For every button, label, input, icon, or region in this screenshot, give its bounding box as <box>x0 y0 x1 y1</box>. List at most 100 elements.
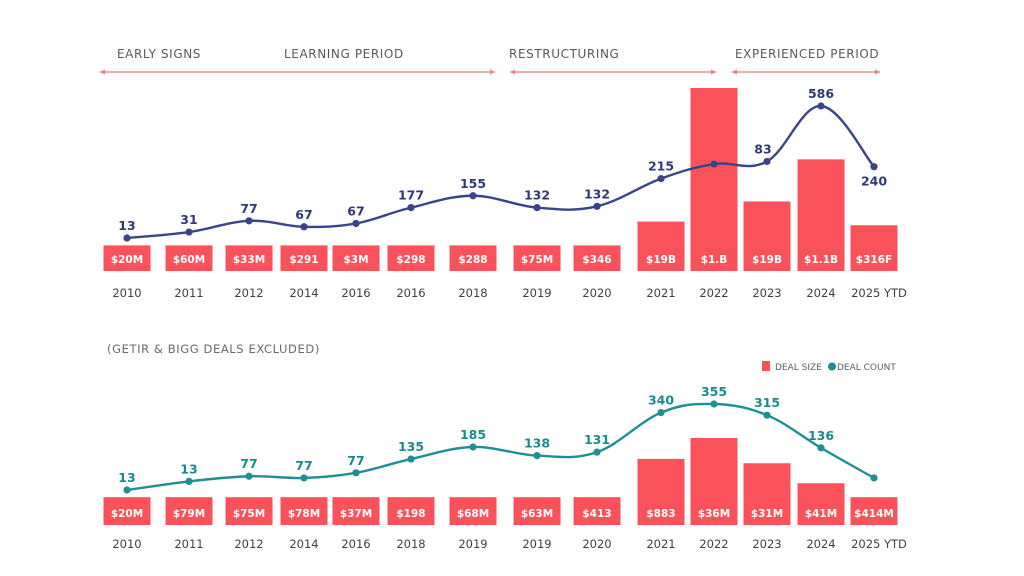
deal-size-bar <box>449 245 497 271</box>
deal-size-bar-group: $68M <box>449 497 497 525</box>
top-year-axis: 2010 2011 2012 2014 2016 2016 2018 2019 2020 2021… <box>112 286 907 300</box>
deal-size-bar <box>332 245 380 271</box>
deal-count-point <box>657 409 665 417</box>
deal-count-label: 131 <box>584 432 610 447</box>
year-tick-label: 2016 <box>341 286 370 300</box>
deal-size-bar-group: $78M <box>280 497 328 525</box>
deal-size-bar <box>743 201 791 271</box>
deal-size-bar-group: $20M <box>103 245 151 271</box>
period-arrow <box>100 69 495 75</box>
deal-size-bar-group: $31M <box>743 463 791 525</box>
deal-size-label: $298 <box>396 254 425 266</box>
deal-count-label: 77 <box>240 201 257 216</box>
deal-count-label: 185 <box>460 427 486 442</box>
deal-count-point <box>533 204 541 212</box>
deal-size-label: $414M <box>854 508 894 520</box>
deal-size-bar <box>850 225 898 271</box>
deal-count-label: 13 <box>180 461 197 476</box>
period-headers: EARLY SIGNS LEARNING PERIOD RESTRUCTURIN… <box>100 47 880 75</box>
deal-size-label: $316F <box>856 254 892 266</box>
deal-size-label: $63M <box>521 508 553 520</box>
deal-count-label: 13 <box>118 218 135 233</box>
excluded-deals-note: (GETIR & BIGG DEALS EXCLUDED) <box>107 342 320 356</box>
year-tick-label: 2023 <box>752 537 781 551</box>
deal-size-bar <box>449 497 497 525</box>
deal-count-label: 67 <box>295 207 312 222</box>
deal-size-bar <box>387 497 435 525</box>
year-tick-label: 2025 YTD <box>851 537 907 551</box>
deal-count-point <box>593 448 601 456</box>
top-deal-count-line: 13 31 77 67 67 177 155 132 132 215 83 586 240 <box>118 86 887 242</box>
year-tick-label: 2014 <box>289 286 318 300</box>
year-tick-label: 2019 <box>522 537 551 551</box>
deal-size-bar <box>103 497 151 525</box>
year-tick-label: 2014 <box>289 537 318 551</box>
bottom-year-axis: 2010 2011 2012 2014 2016 2018 2019 2019 2020 2021… <box>112 537 907 551</box>
deal-count-point <box>593 202 601 210</box>
deal-size-bar-group: $20M <box>103 497 151 525</box>
deal-count-label: 177 <box>398 188 424 203</box>
deal-count-point <box>123 486 131 494</box>
period-arrow <box>510 69 716 75</box>
deal-size-label: $37M <box>340 508 372 520</box>
year-tick-label: 2010 <box>112 537 141 551</box>
deal-count-label: 340 <box>648 393 674 408</box>
deal-size-bar <box>797 159 845 271</box>
deal-count-label: 355 <box>701 384 727 399</box>
deal-count-point <box>123 234 131 242</box>
deal-size-bar <box>573 497 621 525</box>
deal-size-bar-group: $63M <box>513 497 561 525</box>
deal-count-point <box>300 223 308 231</box>
deal-size-label: $75M <box>233 508 265 520</box>
deal-count-label: 13 <box>118 470 135 485</box>
year-tick-label: 2010 <box>112 286 141 300</box>
deal-count-line <box>126 402 875 492</box>
year-tick-label: 2022 <box>699 537 728 551</box>
deal-size-bar-group: $1.1B <box>797 159 845 271</box>
deal-count-point <box>763 157 771 166</box>
deal-size-label: $68M <box>457 508 489 520</box>
deal-size-label: $413 <box>582 508 611 520</box>
deal-size-bar <box>280 245 328 271</box>
deal-count-point <box>407 204 415 212</box>
deal-size-bar <box>690 438 738 525</box>
year-tick-label: 2024 <box>806 537 835 551</box>
deal-size-label: $20M <box>111 254 143 266</box>
deal-size-bar <box>690 88 738 271</box>
deal-size-bar-group: $79M <box>165 497 213 525</box>
deal-count-point <box>407 455 415 463</box>
year-tick-label: 2021 <box>646 537 675 551</box>
deal-size-bar-group: $414M <box>850 497 898 525</box>
year-tick-label: 2018 <box>396 537 425 551</box>
deal-size-bar-group: $316F <box>850 225 898 271</box>
deal-count-point <box>870 163 878 171</box>
legend-deal-count-swatch <box>828 362 836 371</box>
year-tick-label: 2011 <box>174 537 203 551</box>
deal-count-label: 132 <box>584 186 610 201</box>
deal-count-label: 155 <box>460 176 486 191</box>
year-tick-label: 2012 <box>234 537 263 551</box>
deal-count-label: 586 <box>808 86 834 101</box>
deal-count-label: 315 <box>754 395 780 410</box>
year-tick-label: 2020 <box>582 286 611 300</box>
deal-size-bar <box>332 497 380 525</box>
deal-size-bar-group: $346 <box>573 245 621 271</box>
deal-size-bar <box>573 245 621 271</box>
legend-deal-size-swatch <box>762 361 770 371</box>
bottom-bars: $20M $79M $75M $78M $37M $198 $68M $63M $413 $883… <box>103 438 898 525</box>
deal-size-bar <box>513 497 561 525</box>
year-tick-label: 2016 <box>341 537 370 551</box>
deal-size-bar <box>165 497 213 525</box>
deal-size-label: $1.1B <box>804 254 838 266</box>
year-tick-label: 2021 <box>646 286 675 300</box>
period-arrows <box>100 69 880 75</box>
deal-size-bar-group: $75M <box>225 497 273 525</box>
deal-size-label: $75M <box>521 254 553 266</box>
deal-size-bar <box>225 245 273 271</box>
deal-count-point <box>352 219 360 228</box>
year-tick-label: 2019 <box>522 286 551 300</box>
deal-size-label: $78M <box>288 508 320 520</box>
deal-count-label: 77 <box>240 456 257 471</box>
deal-size-label: $346 <box>582 254 611 266</box>
